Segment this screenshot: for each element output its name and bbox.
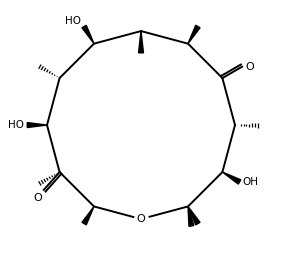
Polygon shape — [138, 31, 144, 53]
Polygon shape — [222, 172, 241, 184]
Polygon shape — [188, 25, 200, 44]
Polygon shape — [188, 206, 194, 226]
Text: O: O — [33, 193, 42, 203]
Text: OH: OH — [243, 177, 259, 187]
Polygon shape — [188, 206, 200, 225]
Text: HO: HO — [8, 120, 24, 130]
Text: O: O — [136, 214, 146, 224]
Polygon shape — [27, 123, 47, 128]
Text: HO: HO — [65, 16, 81, 26]
Polygon shape — [82, 25, 94, 44]
Text: O: O — [245, 62, 254, 72]
Polygon shape — [82, 206, 94, 225]
